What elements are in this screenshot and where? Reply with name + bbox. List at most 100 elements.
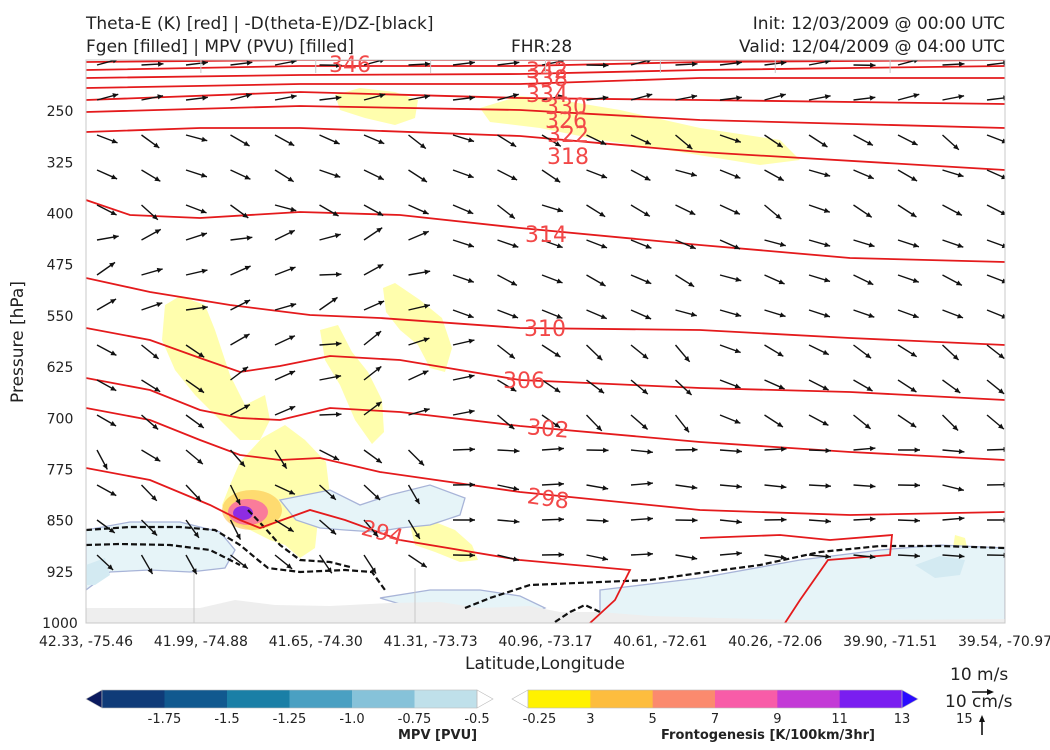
- wind-arrow-head: [602, 95, 609, 101]
- fgen-colorbar-tick-1: 3: [586, 712, 594, 727]
- contour-label-322: 322: [547, 123, 589, 148]
- wind-arrow-137: [541, 274, 563, 284]
- wind-arrow-122: [808, 239, 831, 248]
- wind-arrow-head: [193, 531, 199, 538]
- wind-arrow-head: [333, 455, 340, 460]
- plot-area: [86, 60, 1005, 623]
- wind-arrow-head: [198, 387, 205, 393]
- wind-arrow-46: [230, 134, 250, 147]
- wind-arrow-277: [229, 519, 242, 540]
- wind-arrow-192: [185, 379, 205, 394]
- wind-arrow-head: [644, 175, 651, 181]
- wind-arrow-4: [230, 60, 253, 66]
- wind-arrow-306: [586, 554, 609, 562]
- wind-arrow-head: [641, 423, 648, 430]
- wind-arrow-head: [469, 60, 475, 66]
- wind-arrow-head: [334, 172, 341, 178]
- wind-arrow-5: [274, 60, 297, 66]
- mpv-colorbar-segment-3: [227, 690, 290, 708]
- wind-arrow-head: [152, 353, 159, 359]
- contour-label-346: 346: [329, 53, 371, 78]
- wind-arrow-60: [853, 134, 874, 146]
- wind-arrow-head: [644, 139, 651, 145]
- wind-arrow-head: [824, 277, 831, 283]
- wind-arrow-34: [630, 93, 653, 101]
- wind-arrow-152: [274, 302, 297, 311]
- wind-arrow-head: [558, 446, 564, 452]
- wind-arrow-head: [333, 139, 340, 145]
- wind-arrow-168: [986, 309, 1005, 319]
- wind-arrow-head: [1003, 517, 1005, 523]
- wind-arrow-head: [420, 562, 427, 568]
- wind-arrow-163: [764, 309, 786, 318]
- wind-arrow-224: [674, 414, 690, 433]
- stability-contour-5: [554, 603, 601, 623]
- wind-arrow-167: [942, 309, 964, 319]
- mpv-colorbar-high-end: [476, 689, 494, 709]
- fgen-colorbar-frame: [527, 689, 903, 709]
- wind-arrow-265: [630, 480, 653, 487]
- wind-arrow-head: [469, 552, 475, 558]
- theta-e-contour-12: [86, 407, 1005, 516]
- wind-arrow-164: [808, 309, 831, 318]
- wind-arrow-242: [541, 446, 564, 452]
- wind-arrow-head: [375, 457, 382, 463]
- wind-arrow-head: [378, 300, 385, 306]
- wind-arrow-125: [942, 239, 964, 248]
- wind-arrow-head: [468, 373, 475, 380]
- wind-arrow-head: [512, 242, 519, 248]
- contour-label-310: 310: [524, 317, 566, 342]
- wind-arrow-118: [630, 239, 652, 249]
- wind-arrow-head: [596, 425, 602, 431]
- mpv-colorbar-segment-2: [164, 690, 228, 708]
- wind-arrow-311: [808, 553, 831, 560]
- wind-arrow-head: [776, 142, 783, 148]
- fgen-colorbar-tick-2: 5: [649, 712, 657, 727]
- y-tick-475: 475: [47, 258, 74, 274]
- wind-arrow-32: [541, 94, 564, 101]
- fgen-colorbar-label: Frontogenesis [K/100km/3hr]: [661, 728, 875, 743]
- wind-arrow-38: [808, 94, 831, 101]
- wind-arrow-160: [630, 309, 652, 320]
- wind-arrow-head: [601, 173, 608, 179]
- wind-arrow-head: [375, 331, 382, 337]
- wind-arrow-head: [197, 422, 204, 428]
- wind-arrow-shaft: [986, 62, 1005, 66]
- wind-arrow-head: [513, 485, 520, 492]
- wind-arrow-head: [734, 383, 741, 389]
- wind-arrow-head: [288, 335, 295, 341]
- wind-arrow-239: [408, 449, 425, 467]
- wind-arrow-40: [897, 93, 920, 101]
- wind-arrow-272: [942, 484, 965, 492]
- wind-arrow-head: [867, 174, 874, 179]
- wind-arrow-head: [112, 234, 119, 240]
- wind-arrow-189: [986, 344, 1005, 360]
- wind-arrow-head: [423, 337, 430, 343]
- wind-arrow-head: [424, 269, 431, 275]
- wind-arrow-head: [865, 212, 872, 218]
- wind-arrow-44: [141, 134, 160, 149]
- wind-arrow-131: [274, 266, 296, 276]
- y-tick-400: 400: [47, 207, 74, 223]
- fgen-region-2: [480, 96, 800, 165]
- wind-arrow-278: [274, 519, 295, 533]
- wind-arrow-223: [630, 414, 649, 430]
- wind-arrow-head: [156, 302, 163, 308]
- wind-arrow-301: [363, 554, 377, 574]
- wind-arrow-70: [363, 169, 385, 181]
- wind-arrow-179: [541, 344, 561, 358]
- wind-arrow-head: [958, 61, 965, 67]
- wind-arrow-173: [274, 335, 296, 346]
- wind-arrow-head: [954, 387, 961, 393]
- wind-arrow-287: [675, 517, 698, 523]
- wind-arrow-155: [408, 303, 431, 311]
- wind-arrow-51: [452, 134, 475, 143]
- wind-arrow-head: [596, 354, 603, 361]
- wind-arrow-225: [719, 414, 741, 424]
- wind-arrow-247: [764, 446, 787, 452]
- wind-arrow-head: [1003, 482, 1005, 488]
- fgen-colorbar-segment-1: [528, 690, 591, 708]
- wind-arrow-219: [452, 409, 475, 416]
- wind-arrow-190: [96, 379, 117, 392]
- theta-e-contour-9: [86, 277, 1005, 346]
